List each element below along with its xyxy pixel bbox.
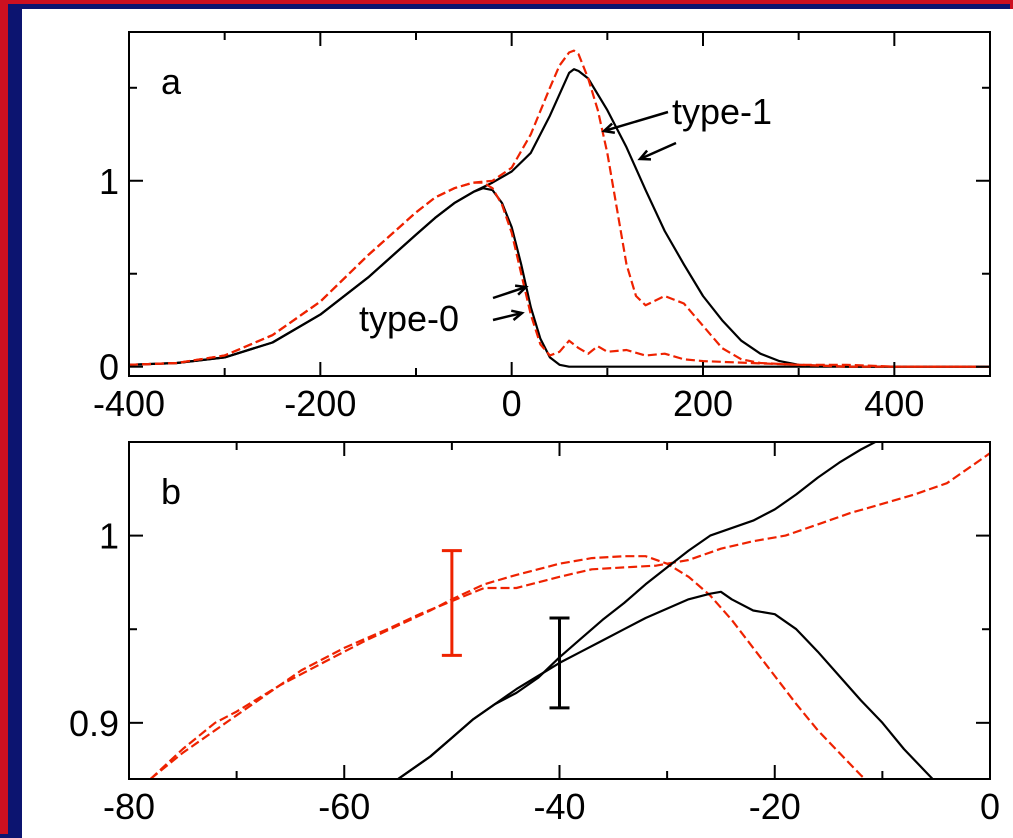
series-line-a-2: [129, 68, 990, 368]
panel-label-a: a: [161, 61, 182, 102]
x-tick-label: -400: [93, 383, 165, 424]
x-tick-label: 200: [673, 383, 733, 424]
axes-frame: [128, 31, 991, 377]
series-line-b-3: [397, 590, 935, 779]
x-tick-label: -20: [749, 786, 801, 827]
x-tick-label: 0: [502, 383, 522, 424]
figure-panel: -400 -200 0 200 400 0 1 a type-1 type-0 -80 -60 -40-…: [22, 9, 1013, 838]
annotation-type-0: type-0: [359, 298, 459, 339]
x-tick-label: -40: [533, 786, 585, 827]
series-line-b-2: [149, 452, 990, 779]
annotation-arrowhead: [637, 149, 652, 161]
annotation-arrow: [492, 285, 527, 300]
series-line-a-3: [129, 181, 990, 368]
series-group: [129, 49, 990, 368]
annotation-arrow: [603, 110, 669, 133]
series-line-a-1: [129, 187, 990, 368]
series-line-b-1: [149, 555, 867, 779]
y-tick-label: 1: [99, 161, 119, 202]
series-line-b-4: [397, 442, 878, 779]
axes-frame: [128, 441, 991, 780]
y-tick-label: 1: [99, 516, 119, 557]
chart-panel-b: -80 -60 -40 -20 0 0.9 1 b: [69, 441, 1000, 827]
x-tick-label: -200: [284, 383, 356, 424]
annotation-arrowhead: [514, 284, 529, 296]
annotation-arrowhead: [601, 122, 616, 135]
x-tick-label: -60: [318, 786, 370, 827]
annotation-arrow: [639, 141, 677, 161]
y-tick-label: 0.9: [69, 703, 119, 744]
x-tick-label: 400: [864, 383, 924, 424]
series-group: [149, 442, 990, 779]
chart-panel-a: -400 -200 0 200 400 0 1 a type-1 type-0: [93, 31, 991, 424]
annotation-arrow: [492, 311, 523, 322]
x-tick-label: -80: [103, 786, 155, 827]
series-line-a-4: [129, 49, 990, 368]
y-tick-label: 0: [99, 347, 119, 388]
panel-label-b: b: [161, 471, 181, 512]
x-tick-label: 0: [980, 786, 1000, 827]
annotation-arrowhead: [510, 309, 525, 321]
annotation-type-1: type-1: [672, 91, 772, 132]
